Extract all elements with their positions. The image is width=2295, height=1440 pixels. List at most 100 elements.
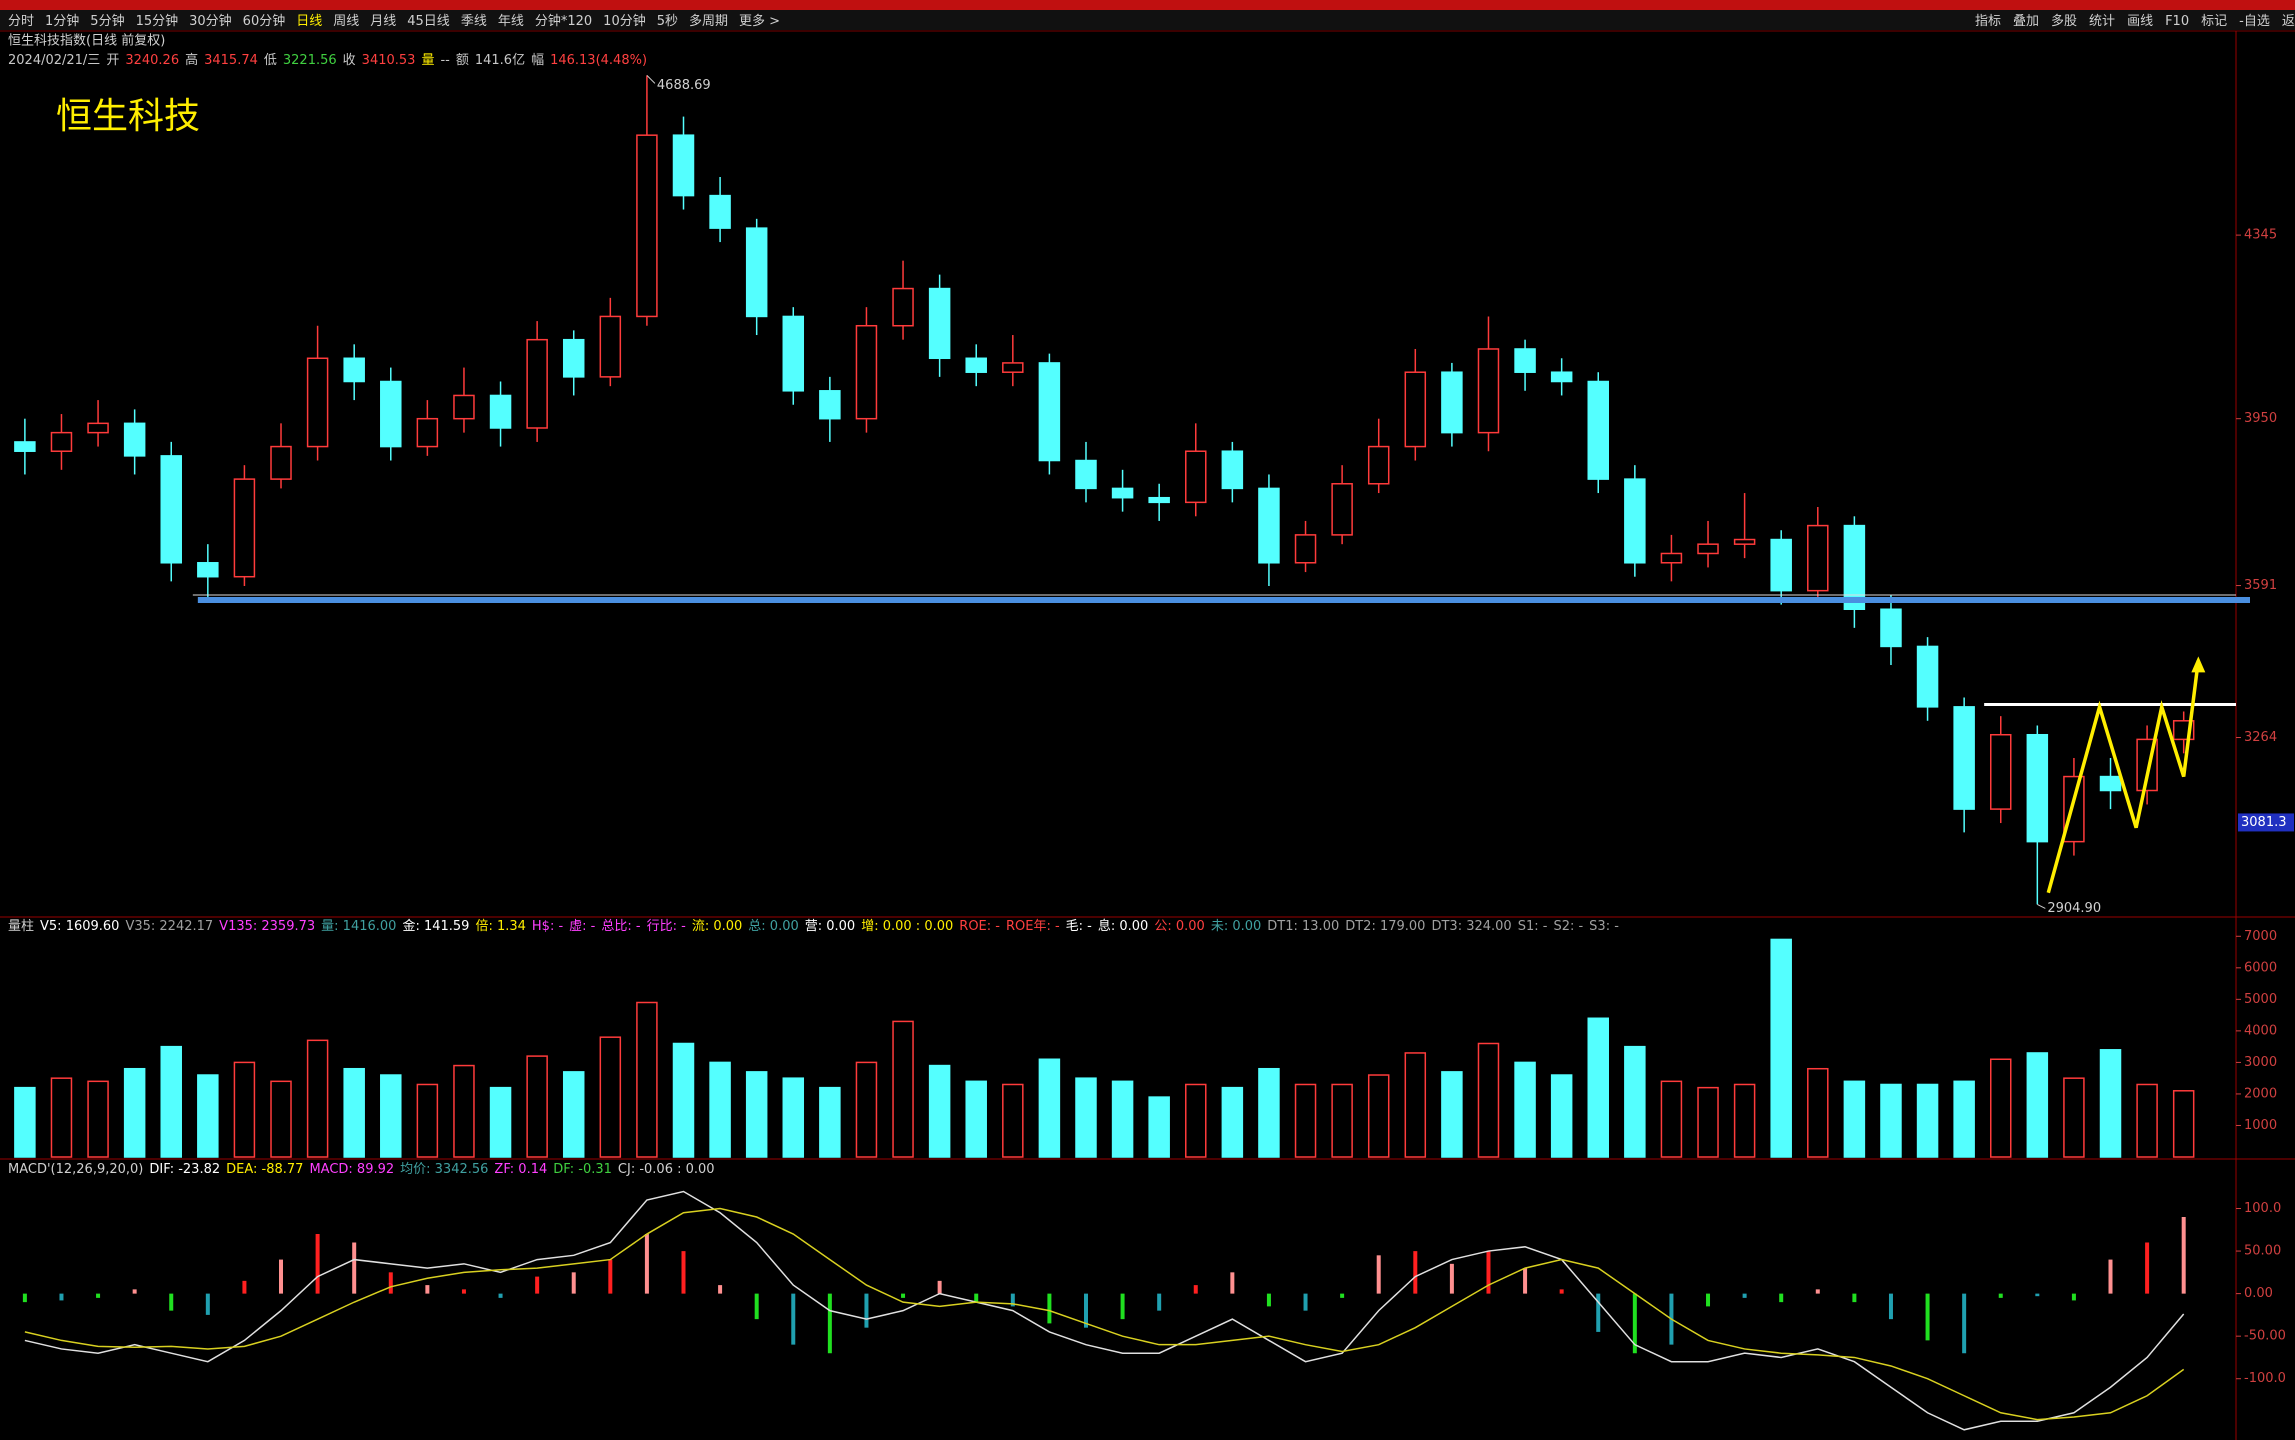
y-tick-label: 100.0 [2244,1201,2281,1216]
volume-bar [672,1042,695,1158]
volume-legend-item: 息: 0.00 [1098,918,1148,934]
toolbar-button[interactable]: 更多 > [739,13,780,29]
volume-bar [1075,1077,1097,1158]
toolbar-button[interactable]: 季线 [461,14,487,29]
candle-body [1367,445,1390,485]
quote-info-item: 2024/02/21/三 [8,53,100,68]
volume-bar [1916,1083,1939,1158]
volume-bar [50,1077,73,1158]
macd-legend-item: MACD: 89.92 [309,1162,394,1177]
candle-body [123,422,146,457]
candle-body [1697,543,1719,555]
toolbar-button[interactable]: F10 [2165,14,2189,29]
volume-legend-item: 毛: - [1066,919,1093,934]
candle-body [489,394,512,429]
volume-bar [1221,1086,1244,1158]
toolbar-button[interactable]: 指标 [1975,14,2001,29]
toolbar-button[interactable]: 5秒 [657,14,678,29]
y-tick-label: 0.00 [2244,1286,2273,1301]
toolbar-button[interactable]: 10分钟 [603,13,646,29]
volume-bar [892,1020,914,1158]
toolbar-button[interactable]: 画线 [2127,14,2153,29]
volume-bar [1038,1058,1061,1158]
toolbar-button[interactable]: 5分钟 [90,13,124,29]
candle-body [1185,450,1207,504]
volume-bar [2099,1049,2122,1158]
candle-body [343,357,365,383]
toolbar-button[interactable]: 统计 [2089,14,2115,29]
volume-bar [1002,1083,1024,1158]
toolbar-button[interactable]: 日线 [296,14,322,29]
volume-bar [526,1055,548,1158]
volume-bar [1258,1067,1280,1158]
volume-bar [1807,1067,1829,1158]
toolbar-button[interactable]: 30分钟 [189,13,232,29]
candle-body [380,380,402,448]
candle-body [1550,371,1573,383]
menu-bar [0,0,2295,10]
candle-body [1514,348,1536,373]
toolbar-button[interactable]: 分钟*120 [535,13,592,29]
toolbar-button[interactable]: 1分钟 [45,13,79,29]
candle-body [1880,608,1902,648]
y-tick-label: 2000 [2244,1086,2277,1101]
toolbar-button[interactable]: 分时 [8,14,34,29]
toolbar-button[interactable]: 多周期 [689,13,728,29]
y-tick-label: 50.00 [2244,1244,2281,1259]
candle-body [1441,371,1463,434]
volume-bar [1441,1071,1463,1158]
toolbar-button[interactable]: 月线 [370,14,396,29]
toolbar-button[interactable]: 多股 [2051,13,2077,29]
toolbar-button[interactable]: 标记 [2201,14,2227,29]
volume-legend-item: 量柱 [8,919,34,934]
candle-body [562,338,585,378]
volume-bar [1367,1074,1390,1158]
candle-body [1294,534,1317,564]
toolbar-button[interactable]: 45日线 [407,14,450,29]
volume-bar [1843,1080,1866,1158]
volume-bar [1660,1080,1683,1158]
volume-bar [489,1086,512,1158]
volume-bar [197,1074,219,1158]
volume-bar [233,1061,256,1158]
y-tick-label: 3264 [2244,730,2277,745]
volume-bar [2063,1077,2085,1158]
volume-legend-item: 未: 0.00 [1211,919,1261,934]
volume-legend-item: S1: - [1518,919,1548,934]
volume-bar [2172,1090,2195,1158]
y-tick-label: 4000 [2244,1023,2277,1038]
y-tick-label: 5000 [2244,992,2277,1007]
volume-bar [562,1071,585,1158]
volume-legend-item: 量: 1416.00 [321,919,396,934]
volume-bar [453,1064,475,1158]
macd-line [24,1207,2185,1421]
toolbar-button[interactable]: 叠加 [2013,14,2039,29]
toolbar-button[interactable]: 返回 [2282,14,2295,29]
quote-info-item: 3240.26 [125,53,179,68]
candle-body [197,562,219,578]
toolbar-button[interactable]: -自选 [2239,14,2270,29]
volume-legend-item: V5: 1609.60 [40,919,119,934]
macd-legend-item: MACD'(12,26,9,20,0) [8,1162,143,1177]
quote-info: 2024/02/21/三开 3240.26 高 3415.74 低 3221.56 收 341… [8,52,647,68]
toolbar-button[interactable]: 15分钟 [136,13,179,29]
volume-legend-item: 公: 0.00 [1154,919,1204,934]
volume-bar [2026,1052,2049,1158]
toolbar-button[interactable]: 周线 [333,14,359,29]
candle-body [160,455,182,564]
volume-bar [1550,1074,1573,1158]
volume-bar [1733,1083,1756,1158]
volume-bar [343,1067,365,1158]
volume-bar [928,1064,951,1158]
y-tick-label: 7000 [2244,929,2277,944]
quote-info-item: 3410.53 [362,53,416,68]
y-tick-label: 1000 [2244,1118,2277,1133]
toolbar-button[interactable]: 年线 [498,14,524,29]
quote-info-item: 高 [185,52,198,68]
quote-info-item: 3221.56 [283,53,337,68]
toolbar-button[interactable]: 60分钟 [243,13,286,29]
volume-bar [855,1061,878,1158]
candle-body [1660,552,1683,564]
candle-body [526,338,548,429]
